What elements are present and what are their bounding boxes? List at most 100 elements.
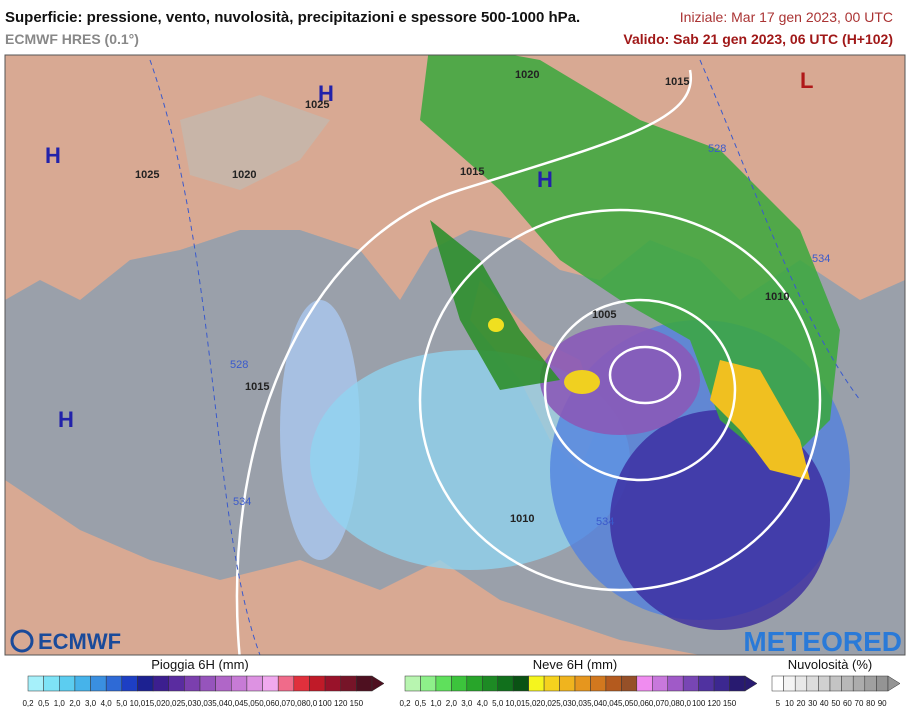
isobar-label: 1015	[245, 381, 269, 393]
legend-label: 2,0	[69, 699, 81, 708]
legend-swatch	[818, 675, 831, 692]
legend-label: 80,0	[302, 699, 318, 708]
legend-label: 25,0	[177, 699, 193, 708]
legend-label: 150	[723, 699, 737, 708]
legend-swatch	[277, 675, 295, 692]
legend-swatch	[682, 675, 699, 692]
legend-label: 100	[692, 699, 706, 708]
legend-swatch	[698, 675, 715, 692]
thickness-label: 528	[708, 143, 726, 155]
legend-swatch	[168, 675, 185, 692]
low-label: L	[800, 68, 813, 93]
legend-label: 30	[808, 699, 817, 708]
legend-swatch	[404, 675, 421, 692]
legend-arrow	[887, 675, 901, 692]
legend-title: Neve 6H (mm)	[533, 657, 618, 672]
legend-swatch	[864, 675, 877, 692]
legend-swatch	[215, 675, 232, 692]
thickness-label: 528	[230, 359, 248, 371]
legend-swatch	[590, 675, 607, 692]
legend-label: 60	[843, 699, 852, 708]
legend-swatch	[528, 675, 545, 692]
legend-swatch	[231, 675, 248, 692]
isobar-label: 1010	[510, 513, 534, 525]
legend-swatch	[59, 675, 76, 692]
legend-label: 70,0	[286, 699, 302, 708]
legend-label: 35,0	[583, 699, 599, 708]
legend-label: 3,0	[461, 699, 473, 708]
legend-swatch	[771, 675, 784, 692]
legend-swatch	[621, 675, 638, 692]
isobar-label: 1010	[765, 291, 789, 303]
legend-label: 0,5	[415, 699, 427, 708]
legend-label: 30,0	[192, 699, 208, 708]
legend-label: 120	[334, 699, 348, 708]
legend-swatch	[356, 675, 373, 692]
legend-swatch	[435, 675, 452, 692]
legend-label: 15,0	[521, 699, 537, 708]
legend-label: 40	[820, 699, 829, 708]
legend-arrow	[371, 675, 385, 692]
legend-label: 0,5	[38, 699, 50, 708]
meteored-logo: METEORED	[743, 626, 902, 657]
thickness-label: 534	[596, 516, 614, 528]
legend-swatch	[340, 675, 357, 692]
thickness-label: 534	[233, 496, 251, 508]
legend-swatch	[152, 675, 169, 692]
legend-swatch	[105, 675, 123, 692]
isobar-label: 1025	[305, 99, 329, 111]
legend-title: Pioggia 6H (mm)	[151, 657, 249, 672]
legend-label: 45,0	[239, 699, 255, 708]
legend-label: 100	[318, 699, 332, 708]
legend-swatch	[420, 675, 437, 692]
init-time: Iniziale: Mar 17 gen 2023, 00 UTC	[680, 9, 893, 25]
legend-swatch	[74, 675, 91, 692]
legend-label: 120	[707, 699, 721, 708]
legend-label: 70	[855, 699, 864, 708]
legend-label: 80	[866, 699, 875, 708]
legend-label: 20	[797, 699, 806, 708]
legend-swatch	[841, 675, 854, 692]
thickness-label: 534	[812, 253, 830, 265]
legend-swatch	[482, 675, 498, 692]
legend-label: 30,0	[567, 699, 583, 708]
title: Superficie: pressione, vento, nuvolosità…	[5, 9, 580, 26]
legend-swatch	[783, 675, 796, 692]
legend-swatch	[829, 675, 842, 692]
legend-title: Nuvolosità (%)	[788, 657, 873, 672]
high-label: H	[58, 407, 74, 432]
legend-label: 20,0	[161, 699, 177, 708]
legend-label: 25,0	[552, 699, 568, 708]
ecmwf-icon	[10, 629, 34, 653]
legend-swatch	[27, 675, 44, 692]
legend-swatch	[293, 675, 310, 692]
legend-label: 1,0	[54, 699, 66, 708]
legend-label: 50,0	[255, 699, 271, 708]
legend-label: 4,0	[477, 699, 489, 708]
legend-label: 60,0	[644, 699, 660, 708]
high-label: H	[318, 81, 334, 106]
legend-swatch	[512, 675, 529, 692]
isobar-label: 1025	[135, 169, 159, 181]
legend-swatch	[852, 675, 866, 692]
legend-swatch	[574, 675, 591, 692]
legend-label: 0,2	[22, 699, 34, 708]
legend-swatch	[324, 675, 341, 692]
legend-label: 40,0	[223, 699, 239, 708]
legend-arrow	[744, 675, 758, 692]
legend-label: 40,0	[598, 699, 614, 708]
legend-label: 70,0	[660, 699, 676, 708]
legend-label: 10,0	[505, 699, 521, 708]
legend-swatch	[137, 675, 154, 692]
legend-label: 5,0	[492, 699, 504, 708]
legend-label: 90	[878, 699, 887, 708]
legend-swatch	[605, 675, 622, 692]
legend-swatch	[497, 675, 514, 692]
valid-time: Valido: Sab 21 gen 2023, 06 UTC (H+102)	[623, 31, 893, 47]
legend-label: 5	[776, 699, 781, 708]
high-label: H	[537, 167, 553, 192]
legend-swatch	[713, 675, 730, 692]
legend-label: 0,2	[399, 699, 411, 708]
legend-label: 20,0	[536, 699, 552, 708]
